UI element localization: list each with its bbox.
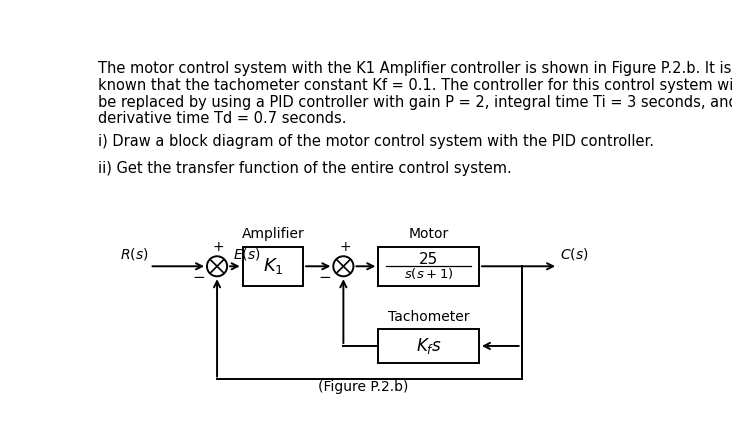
Text: i) Draw a block diagram of the motor control system with the PID controller.: i) Draw a block diagram of the motor con… bbox=[97, 134, 654, 149]
Text: $R(s)$: $R(s)$ bbox=[119, 246, 148, 262]
Bar bbox=[378, 329, 479, 363]
Text: $E(s)$: $E(s)$ bbox=[234, 246, 261, 262]
Text: be replaced by using a PID controller with gain P = 2, integral time Ti = 3 seco: be replaced by using a PID controller wi… bbox=[97, 95, 732, 110]
Text: Motor: Motor bbox=[408, 227, 449, 241]
Circle shape bbox=[333, 256, 354, 276]
Text: ii) Get the transfer function of the entire control system.: ii) Get the transfer function of the ent… bbox=[97, 161, 512, 176]
Text: −: − bbox=[192, 270, 205, 285]
Bar bbox=[378, 247, 479, 285]
Circle shape bbox=[207, 256, 227, 276]
Text: −: − bbox=[318, 270, 331, 285]
Text: Amplifier: Amplifier bbox=[242, 227, 305, 241]
Text: 25: 25 bbox=[419, 252, 438, 267]
Text: derivative time Td = 0.7 seconds.: derivative time Td = 0.7 seconds. bbox=[97, 111, 346, 126]
Text: +: + bbox=[339, 240, 351, 254]
Text: known that the tachometer constant Kf = 0.1. The controller for this control sys: known that the tachometer constant Kf = … bbox=[97, 78, 732, 93]
Text: +: + bbox=[213, 240, 225, 254]
Bar bbox=[242, 247, 303, 285]
Text: $C(s)$: $C(s)$ bbox=[561, 246, 589, 262]
Text: $s(s + 1)$: $s(s + 1)$ bbox=[404, 267, 453, 281]
Text: Tachometer: Tachometer bbox=[388, 310, 469, 324]
Text: The motor control system with the K1 Amplifier controller is shown in Figure P.2: The motor control system with the K1 Amp… bbox=[97, 61, 731, 77]
Text: $K_f s$: $K_f s$ bbox=[416, 336, 441, 356]
Text: (Figure P.2.b): (Figure P.2.b) bbox=[318, 380, 408, 394]
Text: $K_1$: $K_1$ bbox=[263, 256, 283, 276]
